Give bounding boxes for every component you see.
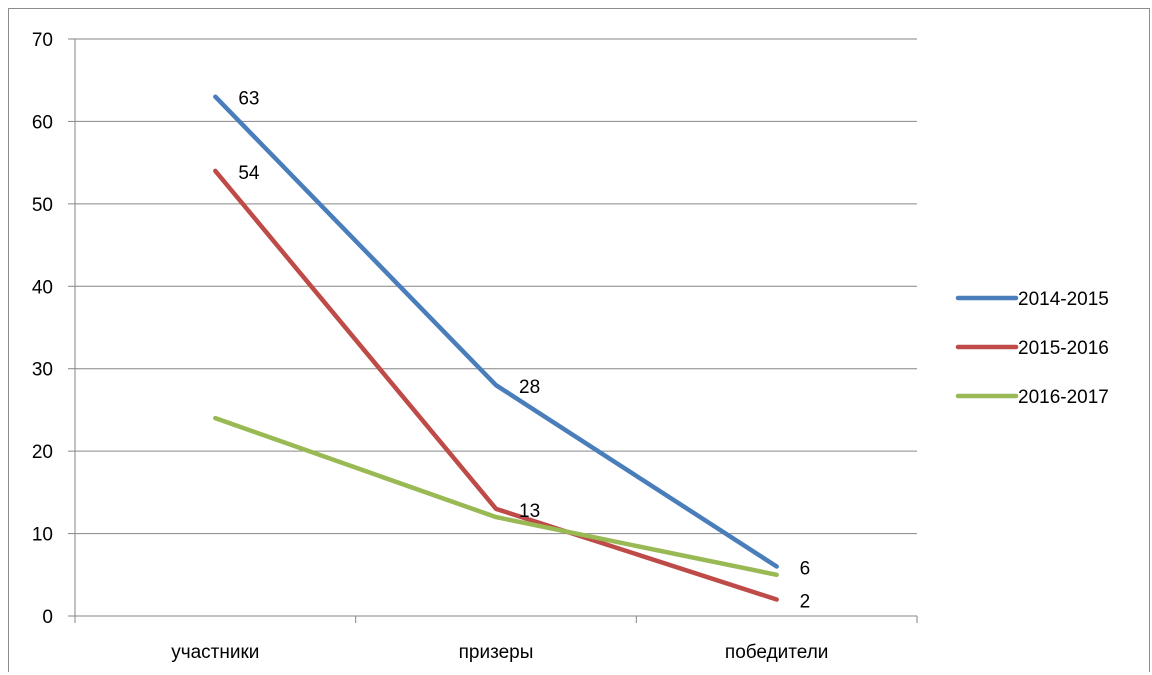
- series-line-2: [213, 415, 779, 578]
- legend-label-1: 2015-2016: [1018, 338, 1109, 359]
- data-label-0-0: 63: [238, 89, 259, 110]
- y-tick-label-70: 70: [32, 30, 53, 51]
- data-label-0-2: 6: [800, 559, 811, 580]
- legend: 2014-2015 2015-2016 2016-2017: [955, 289, 1109, 408]
- data-label-1-2: 2: [800, 592, 811, 613]
- data-label-1-0: 54: [238, 163, 260, 184]
- y-tick-label-40: 40: [32, 277, 53, 298]
- x-tick-label-2: победители: [725, 642, 829, 663]
- y-tick-label-60: 60: [32, 112, 53, 133]
- legend-label-0: 2014-2015: [1018, 289, 1109, 310]
- chart-frame: [8, 8, 1150, 672]
- y-tick-label-20: 20: [32, 442, 53, 463]
- x-tick-label-0: участники: [171, 642, 259, 663]
- data-label-0-1: 28: [519, 377, 540, 398]
- x-tick-label-1: призеры: [459, 642, 534, 663]
- legend-label-2: 2016-2017: [1018, 387, 1109, 408]
- series-lines: [213, 94, 779, 602]
- gridlines: [75, 38, 917, 535]
- data-label-1-1: 13: [519, 501, 540, 522]
- y-tick-label-30: 30: [32, 360, 53, 381]
- y-tick-label-50: 50: [32, 195, 53, 216]
- x-axis-ticks: участники призеры победители: [74, 616, 918, 663]
- y-tick-label-0: 0: [42, 607, 53, 628]
- series-line-0: [213, 94, 779, 569]
- series-line-1: [213, 168, 779, 602]
- y-tick-label-10: 10: [32, 525, 53, 546]
- y-axis-ticks: 0 10 20 30 40 50 60 70: [32, 30, 75, 628]
- data-labels: 63 28 6 54 13 2: [238, 89, 810, 613]
- axes: [74, 39, 917, 623]
